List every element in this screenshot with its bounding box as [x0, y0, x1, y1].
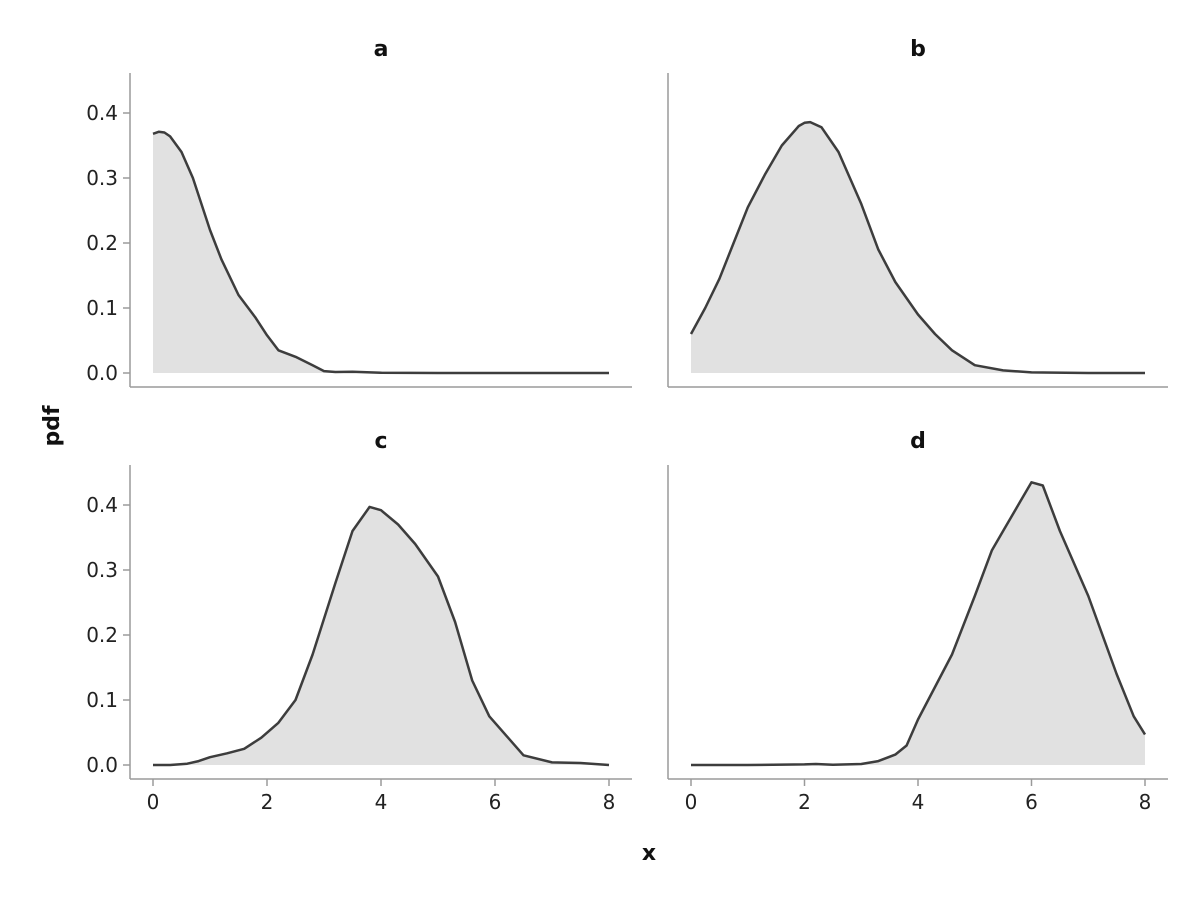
y-tick-label: 0.0	[86, 361, 118, 385]
x-axis-title: x	[642, 841, 656, 866]
x-tick-label: 0	[685, 790, 698, 814]
y-axis-title: pdf	[40, 405, 65, 446]
density-curve	[689, 120, 1145, 375]
panels: a 0.0 0.1 0.2 0.3 0.4 b c 0.0 0.1 0.2 0.3 0.4 0 2 4 6 8 d 0…	[86, 37, 1168, 814]
x-tick-label: 6	[489, 790, 502, 814]
x-tick-label: 6	[1025, 790, 1038, 814]
y-tick-label: 0.2	[86, 623, 118, 647]
x-tick-label: 8	[1139, 790, 1152, 814]
panel-title: c	[374, 429, 387, 454]
panel-title: b	[910, 37, 926, 62]
y-tick-label: 0.3	[86, 166, 118, 190]
density-curve	[691, 481, 1147, 767]
y-tick-label: 0.2	[86, 231, 118, 255]
x-tick-label: 4	[375, 790, 388, 814]
x-tick-label: 4	[912, 790, 925, 814]
y-tick-label: 0.1	[86, 688, 118, 712]
panel-title: d	[910, 429, 926, 454]
y-tick-label: 0.1	[86, 296, 118, 320]
density-curve	[152, 130, 609, 375]
x-tick-label: 2	[261, 790, 274, 814]
panel-d: d 0 2 4 6 8	[667, 429, 1168, 814]
density-area	[153, 131, 609, 373]
panel-title: a	[374, 37, 389, 62]
density-area	[153, 506, 609, 765]
panel-c: c 0.0 0.1 0.2 0.3 0.4 0 2 4 6 8	[86, 429, 632, 814]
density-curve	[153, 505, 610, 767]
density-area	[691, 122, 1145, 373]
y-tick-label: 0.3	[86, 558, 118, 582]
y-tick-label: 0.4	[86, 493, 118, 517]
panel-b: b	[667, 37, 1168, 388]
density-area	[691, 482, 1145, 765]
y-tick-label: 0.4	[86, 101, 118, 125]
x-tick-label: 8	[603, 790, 616, 814]
x-tick-label: 0	[147, 790, 160, 814]
panel-a: a 0.0 0.1 0.2 0.3 0.4	[86, 37, 632, 388]
x-tick-label: 2	[798, 790, 811, 814]
y-tick-label: 0.0	[86, 753, 118, 777]
